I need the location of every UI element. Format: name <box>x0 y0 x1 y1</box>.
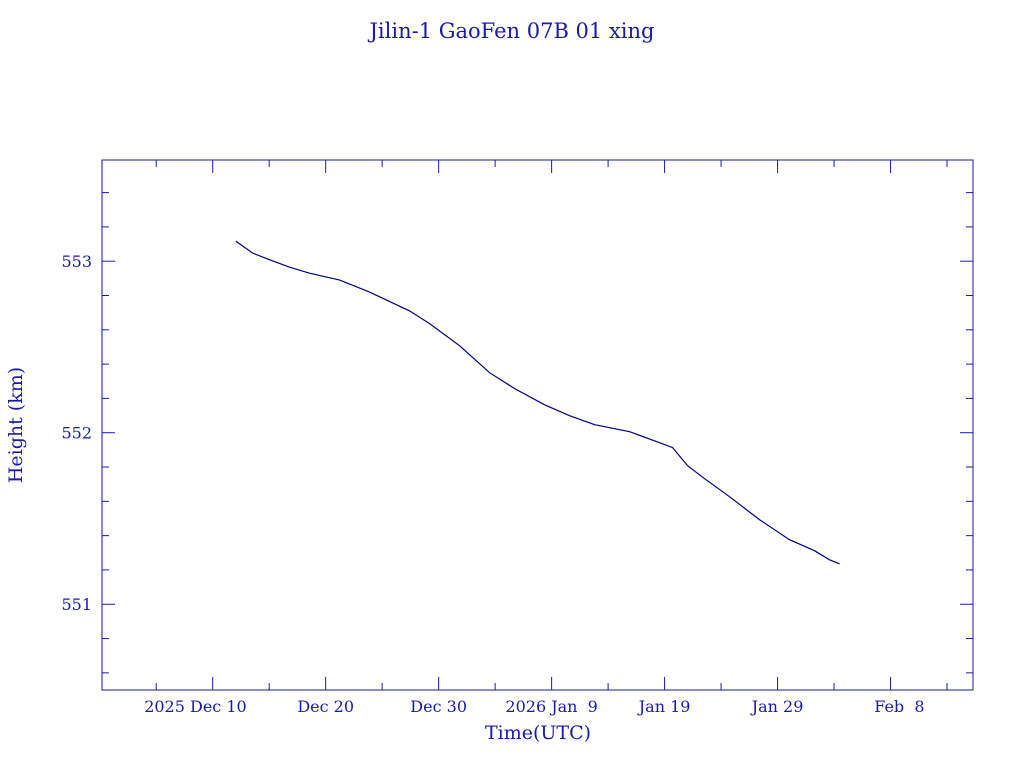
y-tick-label: 553 <box>61 252 92 271</box>
x-tick-label: 2026 Jan 9 <box>505 697 597 716</box>
plot-frame <box>101 159 974 691</box>
x-tick-label: Jan 29 <box>750 697 804 716</box>
x-axis-label: Time(UTC) <box>485 722 591 744</box>
tick-labels: 2025 Dec 10 Dec 20 Dec 30 2026 Jan 9 Jan 19 J… <box>61 252 924 716</box>
x-tick-label: Feb 8 <box>874 697 924 716</box>
y-tick-label: 552 <box>61 424 92 443</box>
x-tick-label: Dec 20 <box>297 697 354 716</box>
series-line-height <box>235 240 840 565</box>
x-tick-label: Jan 19 <box>637 697 691 716</box>
y-tick-label: 551 <box>61 595 92 614</box>
x-tick-label: 2025 Dec 10 <box>144 697 247 716</box>
y-axis-label: Height (km) <box>5 367 27 483</box>
chart-title: Jilin-1 GaoFen 07B 01 xing <box>368 19 655 43</box>
x-tick-label: Dec 30 <box>410 697 467 716</box>
axis-ticks <box>102 160 973 690</box>
